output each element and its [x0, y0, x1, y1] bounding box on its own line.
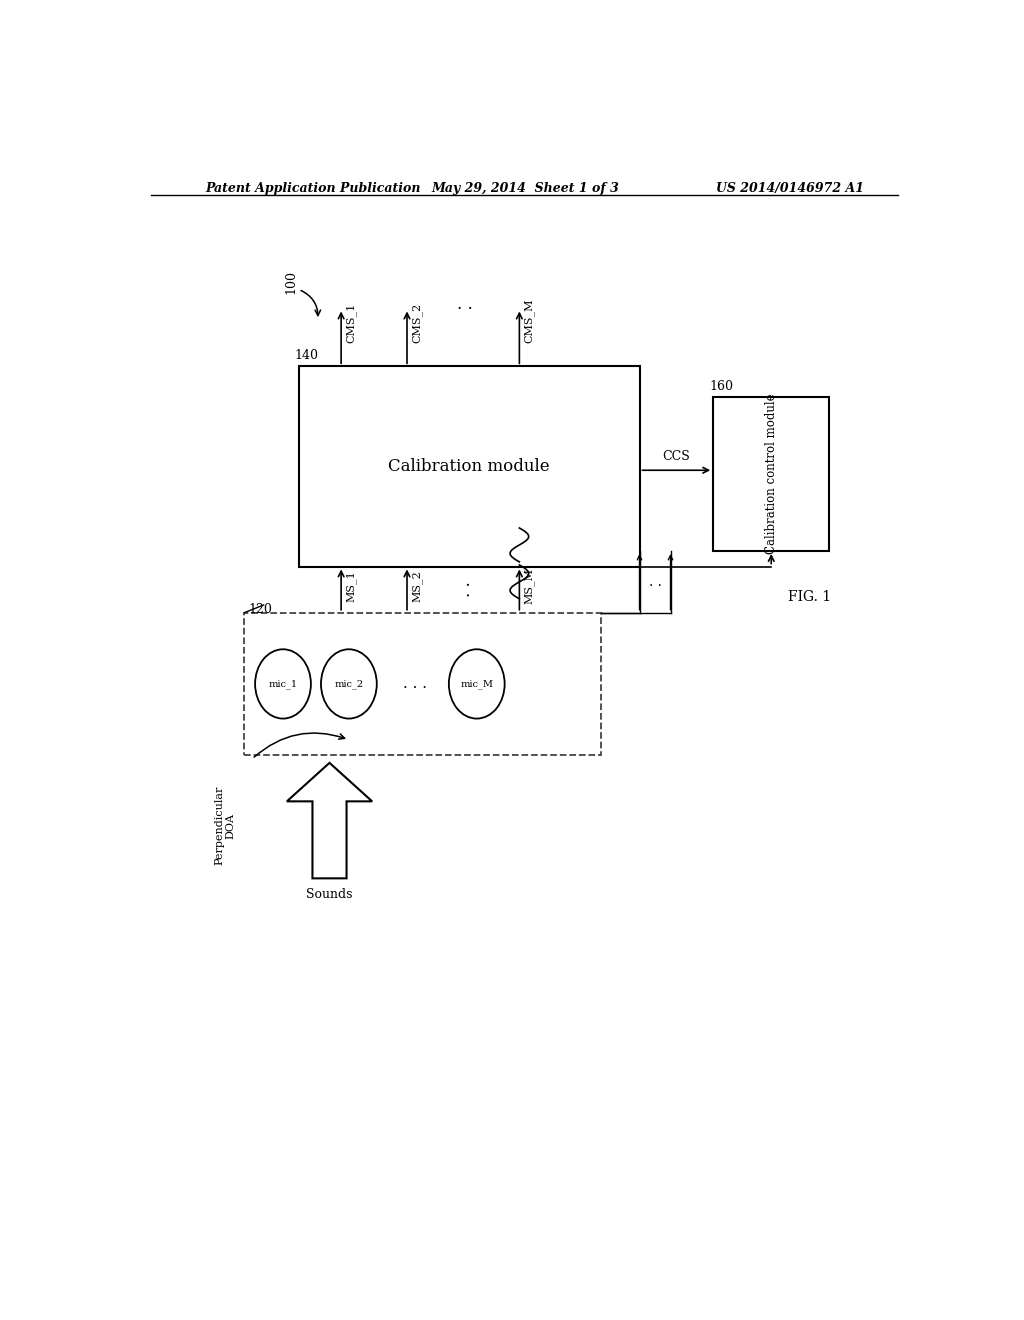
Text: MS_1: MS_1 — [346, 570, 356, 602]
Text: Sounds: Sounds — [306, 887, 352, 900]
Text: Calibration module: Calibration module — [388, 458, 550, 475]
Ellipse shape — [321, 649, 377, 718]
Polygon shape — [287, 763, 372, 878]
Text: MS_M: MS_M — [524, 568, 535, 603]
Text: US 2014/0146972 A1: US 2014/0146972 A1 — [716, 182, 864, 194]
Text: 120: 120 — [248, 603, 272, 616]
Bar — [713, 397, 829, 552]
Ellipse shape — [255, 649, 311, 718]
Ellipse shape — [449, 649, 505, 718]
Text: Calibration control module: Calibration control module — [765, 393, 778, 554]
Text: CMS_M: CMS_M — [524, 298, 535, 343]
Text: . .: . . — [458, 296, 473, 313]
Text: CMS_1: CMS_1 — [346, 304, 356, 343]
Bar — [299, 367, 640, 566]
Text: 140: 140 — [295, 350, 318, 363]
Text: mic_M: mic_M — [460, 678, 494, 689]
Text: Patent Application Publication: Patent Application Publication — [206, 182, 421, 194]
Text: 160: 160 — [710, 380, 733, 393]
Text: FIG. 1: FIG. 1 — [788, 590, 831, 605]
Text: May 29, 2014  Sheet 1 of 3: May 29, 2014 Sheet 1 of 3 — [431, 182, 618, 194]
Text: mic_2: mic_2 — [334, 678, 364, 689]
Text: 100: 100 — [285, 269, 297, 293]
Text: MS_2: MS_2 — [412, 570, 422, 602]
Text: mic_1: mic_1 — [268, 678, 298, 689]
Bar — [245, 612, 601, 755]
Text: CCS: CCS — [663, 450, 690, 462]
Text: . . .: . . . — [402, 677, 427, 690]
Text: CMS_2: CMS_2 — [412, 304, 422, 343]
Text: Perpendicular
DOA: Perpendicular DOA — [214, 785, 236, 866]
Text: . .: . . — [648, 576, 662, 589]
Text: . .: . . — [457, 582, 474, 598]
